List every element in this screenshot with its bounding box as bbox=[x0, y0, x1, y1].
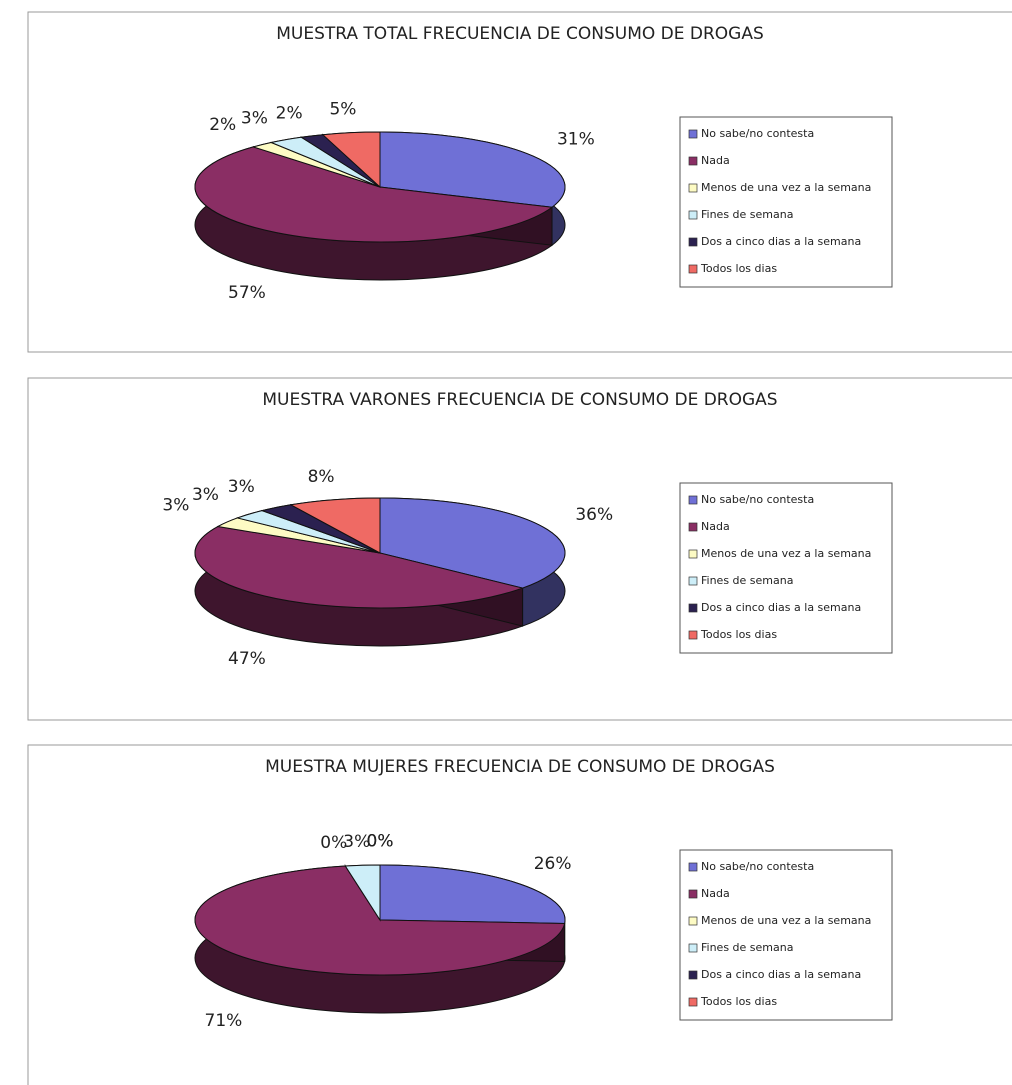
legend-swatch bbox=[688, 943, 698, 953]
pie-tops bbox=[194, 864, 566, 976]
data-label: 5% bbox=[329, 99, 356, 119]
pie-tops bbox=[194, 497, 566, 609]
legend-label: Fines de semana bbox=[701, 941, 793, 954]
data-label: 3% bbox=[228, 477, 255, 497]
pie-tops bbox=[194, 131, 566, 243]
legend-swatch bbox=[688, 129, 698, 139]
legend-swatch bbox=[688, 916, 698, 926]
legend-swatch bbox=[688, 889, 698, 899]
data-label: 3% bbox=[241, 108, 268, 128]
data-label: 71% bbox=[205, 1011, 243, 1031]
legend-swatch bbox=[688, 997, 698, 1007]
legend-swatch bbox=[688, 264, 698, 274]
legend-label: No sabe/no contesta bbox=[701, 493, 814, 506]
pie-slice bbox=[379, 131, 566, 208]
data-label: 26% bbox=[534, 854, 572, 874]
pie-slice bbox=[379, 864, 566, 924]
legend-label: Menos de una vez a la semana bbox=[701, 914, 871, 927]
panel bbox=[27, 377, 1012, 721]
legend-label: Todos los dias bbox=[700, 262, 777, 275]
legend-box bbox=[679, 849, 893, 1021]
legend-label: Nada bbox=[701, 154, 730, 167]
legend-box bbox=[679, 482, 893, 654]
panel bbox=[27, 744, 1012, 1085]
data-label: 2% bbox=[276, 104, 303, 124]
legend-label: Todos los dias bbox=[700, 628, 777, 641]
legend-label: Nada bbox=[701, 520, 730, 533]
chart-title: MUESTRA MUJERES FRECUENCIA DE CONSUMO DE… bbox=[265, 757, 775, 777]
data-label: 3% bbox=[162, 495, 189, 515]
data-label: 3% bbox=[192, 485, 219, 505]
legend-label: Dos a cinco dias a la semana bbox=[701, 601, 861, 614]
legend-swatch bbox=[688, 970, 698, 980]
legend-swatch bbox=[688, 156, 698, 166]
data-label: 57% bbox=[228, 283, 266, 303]
legend-swatch bbox=[688, 237, 698, 247]
data-label: 31% bbox=[557, 129, 595, 149]
data-label: 3% bbox=[343, 832, 370, 852]
pie-slice bbox=[379, 497, 566, 589]
legend-label: Dos a cinco dias a la semana bbox=[701, 235, 861, 248]
pie-slice bbox=[289, 497, 381, 554]
pie-slice bbox=[194, 525, 525, 609]
legend-label: Menos de una vez a la semana bbox=[701, 547, 871, 560]
data-label: 47% bbox=[228, 649, 266, 669]
data-label: 0% bbox=[367, 832, 394, 852]
legend-label: Dos a cinco dias a la semana bbox=[701, 968, 861, 981]
legend-swatch bbox=[688, 862, 698, 872]
pie-slice bbox=[321, 131, 381, 189]
legend-swatch bbox=[688, 183, 698, 193]
data-label: 8% bbox=[308, 467, 335, 487]
legend-label: Nada bbox=[701, 887, 730, 900]
legend-swatch bbox=[688, 495, 698, 505]
legend-box bbox=[679, 116, 893, 288]
legend-swatch bbox=[688, 576, 698, 586]
chart-title: MUESTRA TOTAL FRECUENCIA DE CONSUMO DE D… bbox=[276, 24, 764, 44]
legend-swatch bbox=[688, 522, 698, 532]
data-label: 2% bbox=[209, 115, 236, 135]
legend-swatch bbox=[688, 603, 698, 613]
legend-swatch bbox=[688, 549, 698, 559]
data-label: 36% bbox=[575, 505, 613, 525]
legend-label: Menos de una vez a la semana bbox=[701, 181, 871, 194]
legend-label: Fines de semana bbox=[701, 574, 793, 587]
legend-label: Fines de semana bbox=[701, 208, 793, 221]
legend-swatch bbox=[688, 210, 698, 220]
chart-title: MUESTRA VARONES FRECUENCIA DE CONSUMO DE… bbox=[262, 390, 777, 410]
pie-slice bbox=[194, 146, 554, 243]
panel bbox=[27, 11, 1012, 353]
legend-label: No sabe/no contesta bbox=[701, 127, 814, 140]
data-label: 0% bbox=[320, 833, 347, 853]
data-label: 0% bbox=[367, 832, 394, 852]
legend-swatch bbox=[688, 630, 698, 640]
legend-label: No sabe/no contesta bbox=[701, 860, 814, 873]
legend-label: Todos los dias bbox=[700, 995, 777, 1008]
